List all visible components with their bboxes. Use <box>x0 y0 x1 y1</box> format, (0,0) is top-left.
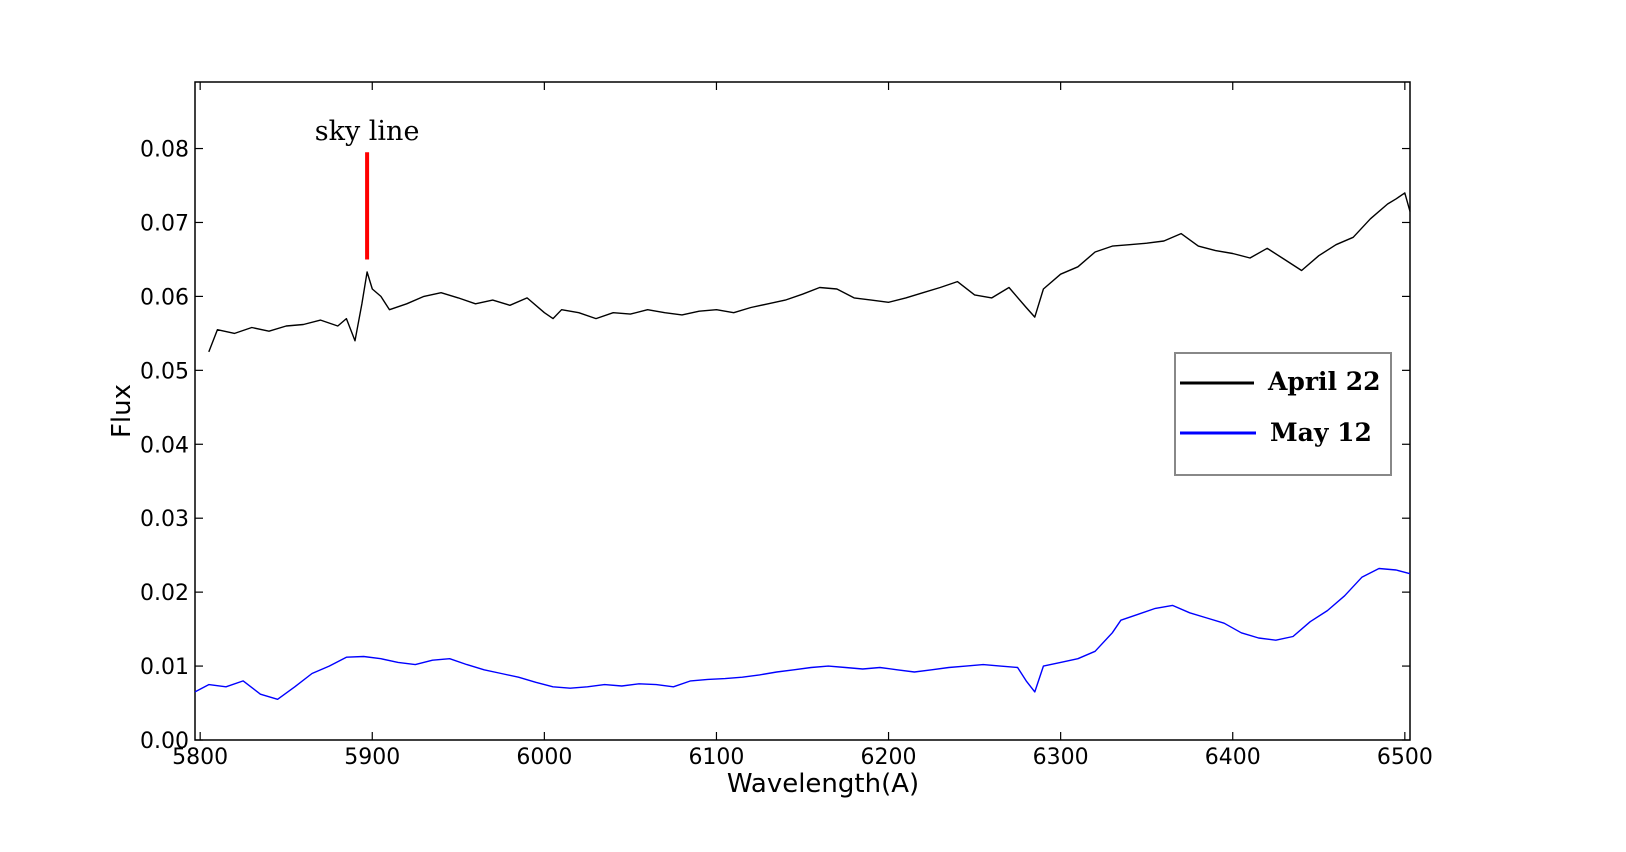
legend: April 22 May 12 <box>1174 352 1392 476</box>
x-tick-label: 6400 <box>1205 745 1261 770</box>
x-tick-label: 6500 <box>1377 745 1433 770</box>
series-line-may-12 <box>194 567 1411 700</box>
y-tick-label: 0.08 <box>140 138 189 163</box>
legend-label-april-22: April 22 <box>1267 367 1381 396</box>
x-tick-label: 6000 <box>516 745 572 770</box>
x-tick-label: 5800 <box>172 745 228 770</box>
axis-ticks: 5800 5900 6000 6100 6200 6300 6400 6500 0.00 0.01… <box>140 82 1433 770</box>
y-tick-label: 0.04 <box>140 433 189 458</box>
y-tick-label: 0.02 <box>140 581 189 606</box>
y-tick-label: 0.01 <box>140 655 189 680</box>
annotation-layer: sky line <box>315 116 420 260</box>
y-tick-label: 0.00 <box>140 729 189 754</box>
x-tick-label: 6100 <box>688 745 744 770</box>
series-line-april-22 <box>208 192 1411 353</box>
sky-line-label: sky line <box>315 116 420 147</box>
legend-frame <box>1174 352 1392 476</box>
x-tick-label: 6200 <box>861 745 917 770</box>
y-tick-label: 0.05 <box>140 359 189 384</box>
x-axis-label: Wavelength(A) <box>727 769 919 799</box>
y-tick-label: 0.07 <box>140 211 189 236</box>
y-tick-label: 0.06 <box>140 285 189 310</box>
x-tick-label: 6300 <box>1033 745 1089 770</box>
x-tick-label: 5900 <box>344 745 400 770</box>
y-tick-label: 0.03 <box>140 507 189 532</box>
series-layer <box>194 192 1411 700</box>
y-axis-label: Flux <box>107 384 137 438</box>
legend-label-may-12: May 12 <box>1270 418 1372 447</box>
